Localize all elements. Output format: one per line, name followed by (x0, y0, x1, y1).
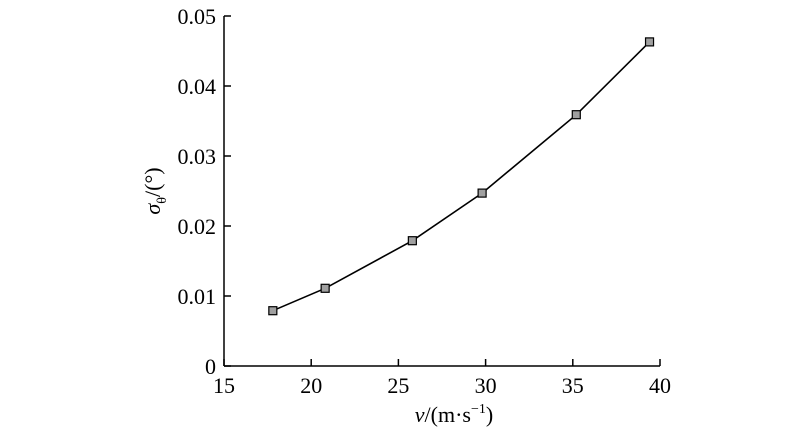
y-tick-label: 0.01 (178, 284, 217, 309)
y-tick-label: 0.02 (178, 214, 217, 239)
series-line (272, 41, 651, 312)
data-point (571, 110, 581, 120)
y-axis-ticks: 0 0.01 0.02 0.03 0.04 0.05 (178, 4, 231, 379)
x-tick-label: 15 (213, 373, 235, 398)
x-label-unit-close: ) (486, 402, 493, 427)
y-tick-label: 0.04 (178, 74, 217, 99)
x-label-unit-open: /(m·s (425, 402, 471, 427)
data-point (477, 188, 487, 198)
x-tick-label: 20 (300, 373, 322, 398)
axes (223, 16, 660, 367)
data-markers (268, 37, 655, 316)
data-point (320, 283, 330, 293)
data-point (268, 306, 278, 316)
y-tick-label: 0 (205, 354, 216, 379)
x-label-var: v (415, 402, 425, 427)
x-tick-label: 35 (562, 373, 584, 398)
y-tick-label: 0.05 (178, 4, 217, 29)
x-axis-label: v/(m·s−1) (415, 402, 493, 427)
x-axis-ticks: 15 20 25 30 35 40 (213, 359, 671, 398)
y-axis-label: σθ/(°) (140, 167, 170, 214)
y-label-var: σ (140, 203, 165, 215)
data-point (644, 37, 655, 47)
x-label-unit-sup: −1 (471, 402, 486, 417)
x-tick-label: 25 (387, 373, 409, 398)
data-point (407, 236, 417, 246)
x-tick-label: 30 (475, 373, 497, 398)
x-tick-label: 40 (649, 373, 671, 398)
y-tick-label: 0.03 (178, 144, 217, 169)
y-label-sub: θ (155, 197, 170, 204)
y-label-unit: /(°) (140, 167, 165, 197)
svg-text:σθ/(°): σθ/(°) (140, 167, 170, 214)
